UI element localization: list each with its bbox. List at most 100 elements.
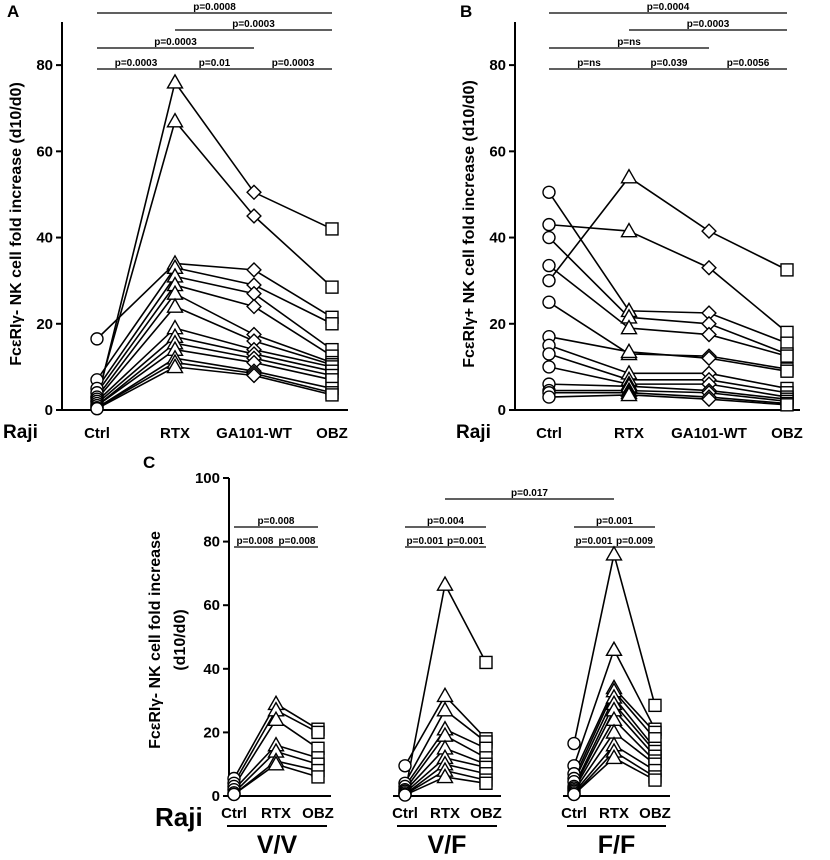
panel-letter-b: B [460, 2, 472, 21]
y-tick-label: 0 [498, 402, 506, 419]
series-line [549, 389, 788, 403]
y-tick-label: 20 [489, 316, 506, 333]
significance-bar-label: p=0.0003 [115, 58, 158, 69]
series-line [549, 391, 788, 405]
data-point [701, 326, 717, 343]
x-tick-label: OBZ [639, 805, 671, 822]
significance-bar-label: p=0.009 [616, 536, 653, 547]
ylabel-part: Fc [147, 730, 164, 749]
group-label: F/F [598, 831, 636, 859]
data-point [542, 230, 556, 245]
ylabel-part: ε [147, 722, 164, 730]
data-point [166, 112, 184, 128]
series-line [96, 366, 333, 410]
x-tick-label: RTX [614, 425, 644, 442]
series-line [548, 344, 788, 390]
data-point [567, 736, 581, 751]
series-line [96, 335, 333, 405]
ylabel-part: ε [461, 341, 478, 349]
data-point [620, 168, 638, 184]
y-axis-label: FcεRIγ+ NK cell fold increase (d10/d0) [461, 80, 478, 368]
data-point [542, 390, 556, 404]
significance-bar-label: p=0.0003 [154, 37, 197, 48]
data-point [166, 297, 184, 313]
data-point [479, 655, 493, 670]
y-tick-label: 80 [36, 57, 53, 74]
x-tick-label: Ctrl [84, 425, 110, 442]
data-point [567, 787, 581, 802]
significance-bar-label: p=0.001 [596, 516, 633, 527]
y-tick-label: 80 [203, 534, 220, 551]
y-tick-label: 100 [195, 470, 220, 487]
significance-bar-label: p=ns [577, 58, 601, 69]
raji-label: Raji [456, 422, 491, 443]
data-point [325, 222, 339, 236]
series-line [548, 223, 788, 334]
x-tick-label: RTX [599, 805, 629, 822]
data-point [246, 285, 262, 302]
data-point [542, 347, 556, 361]
significance-bar-label: p=0.004 [427, 516, 464, 527]
data-point [605, 640, 623, 657]
series-line [548, 366, 788, 398]
significance-bar-label: p=0.01 [199, 58, 231, 69]
y-axis-label-line2: (d10/d0) [172, 609, 189, 670]
data-point [542, 217, 556, 232]
data-point [620, 342, 638, 359]
series-line [96, 80, 333, 402]
y-tick-label: 20 [36, 316, 53, 333]
series-line [548, 191, 788, 344]
series-line [96, 284, 333, 394]
significance-bar-label: p=0.001 [576, 536, 613, 547]
significance-bar-label: p=0.008 [279, 536, 316, 547]
data-point [311, 770, 325, 784]
y-tick-label: 20 [203, 724, 220, 741]
series-line [96, 357, 333, 409]
data-point [246, 261, 262, 278]
data-point [701, 350, 717, 367]
significance-bar-label: p=0.0003 [687, 19, 730, 30]
data-point [325, 388, 339, 402]
data-point [436, 575, 454, 591]
series-line [548, 264, 788, 357]
data-point [620, 319, 638, 335]
data-point [620, 222, 638, 238]
ylabel-part: - NK cell fold increase [147, 531, 164, 698]
y-tick-label: 0 [212, 788, 220, 805]
x-tick-label: GA101-WT [216, 425, 292, 442]
data-point [166, 357, 184, 374]
panel-b-plot: 0 20 40 60 80 FcεRIγ+ NK cell fold increase (… [456, 2, 803, 443]
panel-c-plot: 0 20 40 60 80 100 FcεRIγ- NK cell fold increas… [147, 470, 671, 859]
series-line [548, 353, 788, 394]
data-point [648, 698, 662, 713]
significance-bar-label: p=0.008 [258, 516, 295, 527]
data-point [325, 317, 339, 331]
data-point [701, 259, 717, 276]
data-point [246, 208, 262, 224]
data-point [246, 298, 262, 315]
data-point [311, 725, 325, 740]
y-tick-label: 60 [36, 143, 53, 160]
ylabel-part: γ [147, 698, 164, 707]
significance-bar-label: p=0.0056 [727, 58, 770, 69]
series-line [96, 361, 333, 409]
data-point [90, 332, 104, 346]
ylabel-part: RI [461, 326, 478, 342]
data-point [398, 759, 412, 773]
series-line [548, 335, 788, 372]
series-line [96, 275, 333, 389]
raji-label: Raji [3, 422, 38, 443]
data-point [542, 360, 556, 374]
data-point [542, 258, 556, 273]
data-point [246, 367, 262, 384]
data-point [605, 748, 623, 765]
significance-bar-label: p=0.0008 [193, 2, 236, 13]
x-tick-label: RTX [160, 425, 190, 442]
data-point [436, 768, 454, 784]
y-axis-label: FcεRIγ- NK cell fold increase (d10/d0) [8, 82, 25, 366]
data-point [780, 263, 794, 277]
data-point [90, 402, 104, 416]
series-line [548, 383, 788, 401]
data-point [780, 364, 794, 378]
